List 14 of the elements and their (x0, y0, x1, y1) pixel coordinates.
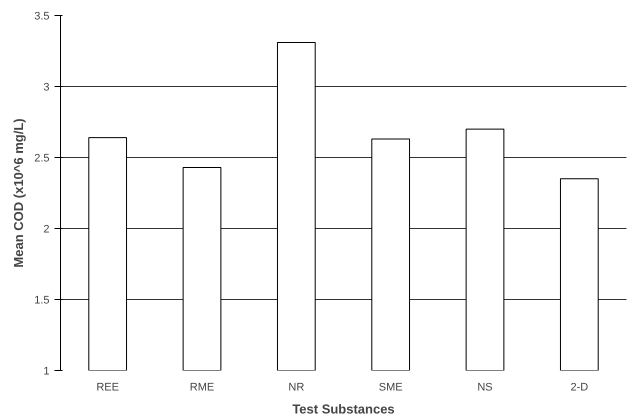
x-axis-title: Test Substances (292, 402, 395, 416)
x-tick-label: SME (378, 382, 403, 394)
x-tick-label: NS (477, 382, 493, 394)
x-tick-label: 2-D (570, 382, 588, 394)
y-tick-label: 1 (43, 366, 50, 378)
x-tick-label: RME (190, 382, 214, 394)
y-tick-label: 3.5 (34, 10, 50, 22)
x-tick-label: REE (96, 382, 119, 394)
y-tick-label: 1.5 (34, 294, 50, 306)
y-tick-label: 2.5 (34, 152, 50, 164)
x-tick-label: NR (288, 382, 304, 394)
y-tick-label: 2 (43, 224, 50, 236)
y-axis-title: Mean COD (x10^6 mg/L) (11, 118, 26, 268)
y-tick-label: 3 (43, 82, 50, 94)
